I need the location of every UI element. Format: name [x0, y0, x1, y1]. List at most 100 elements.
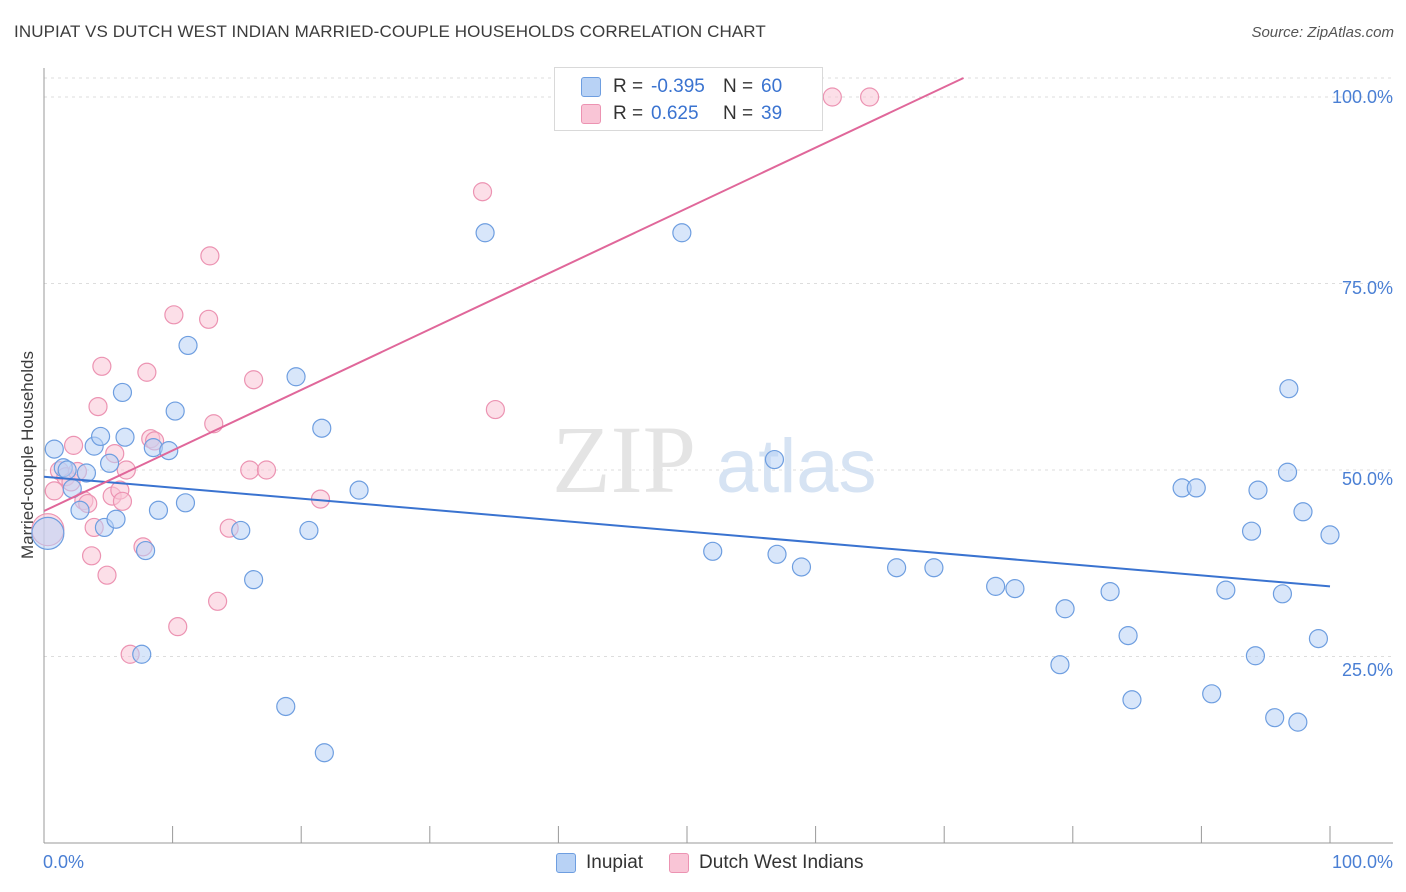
- point-dutch-west-indians: [112, 491, 133, 511]
- axes: [43, 68, 1393, 844]
- legend-row-inupiat: R = -0.395 N = 60: [581, 76, 782, 98]
- point-inupiat: [1122, 690, 1142, 710]
- point-inupiat: [1005, 579, 1025, 599]
- point-dutch-west-indians: [137, 362, 157, 382]
- point-inupiat: [286, 367, 306, 387]
- point-inupiat: [1265, 708, 1285, 728]
- point-inupiat: [312, 418, 332, 438]
- point-inupiat: [1277, 462, 1298, 482]
- point-inupiat: [70, 500, 90, 520]
- point-inupiat: [924, 558, 944, 578]
- point-inupiat: [986, 576, 1006, 596]
- correlation-legend: R = -0.395 N = 60 R = 0.625 N = 39: [554, 67, 823, 131]
- legend-swatch-pink: [581, 104, 601, 124]
- x-tick-max: 100.0%: [1331, 852, 1393, 872]
- point-dutch-west-indians: [208, 591, 228, 611]
- watermark-zip: ZIP: [552, 406, 696, 513]
- point-inupiat: [1118, 626, 1138, 646]
- point-inupiat: [1055, 599, 1075, 619]
- point-inupiat: [349, 480, 369, 500]
- y-tick-50: 50.0%: [1341, 469, 1393, 489]
- legend-r-value: -0.395: [651, 76, 705, 97]
- point-inupiat: [1279, 379, 1299, 399]
- point-inupiat: [135, 540, 156, 561]
- point-inupiat: [1202, 684, 1222, 704]
- point-dutch-west-indians: [244, 370, 264, 390]
- legend-r-label: R =: [613, 103, 644, 124]
- points-dutch-west-indians: [31, 87, 880, 664]
- point-inupiat: [764, 449, 785, 470]
- point-dutch-west-indians: [822, 87, 842, 107]
- legend-n-value: 39: [761, 103, 783, 124]
- point-inupiat: [90, 426, 111, 447]
- legend-n-label: N =: [723, 76, 754, 97]
- legend-r-label: R =: [613, 76, 644, 97]
- point-inupiat: [887, 558, 907, 578]
- trendline-dutch-west-indians: [43, 77, 964, 512]
- point-inupiat: [99, 453, 120, 473]
- point-inupiat: [165, 401, 185, 421]
- x-tick-min: 0.0%: [43, 852, 85, 872]
- chart-title: INUPIAT VS DUTCH WEST INDIAN MARRIED-COU…: [14, 22, 766, 41]
- point-inupiat: [112, 382, 133, 403]
- gridlines: [44, 77, 1393, 657]
- point-inupiat: [1216, 580, 1236, 600]
- legend-n-value: 60: [761, 76, 783, 97]
- legend-label-inupiat: Inupiat: [586, 852, 644, 873]
- trendline-inupiat: [43, 475, 1331, 588]
- point-inupiat: [791, 557, 812, 577]
- legend-row-dutch-west-indians: R = 0.625 N = 39: [581, 103, 782, 125]
- point-inupiat: [76, 463, 97, 483]
- point-inupiat: [106, 509, 126, 529]
- point-dutch-west-indians: [88, 396, 108, 417]
- legend-swatch-pink: [669, 853, 690, 873]
- point-dutch-west-indians: [81, 546, 102, 566]
- point-inupiat: [148, 500, 169, 520]
- point-dutch-west-indians: [97, 565, 117, 585]
- point-inupiat: [143, 438, 163, 458]
- points-inupiat: [31, 223, 1340, 763]
- legend-n-label: N =: [723, 103, 754, 124]
- point-dutch-west-indians: [92, 356, 112, 376]
- point-inupiat: [44, 439, 64, 459]
- point-inupiat: [314, 743, 334, 763]
- point-dutch-west-indians: [240, 460, 260, 480]
- point-inupiat: [475, 223, 495, 243]
- point-dutch-west-indians: [200, 246, 220, 266]
- point-inupiat: [1320, 525, 1340, 545]
- point-inupiat: [767, 544, 787, 564]
- point-inupiat: [1050, 655, 1070, 675]
- point-dutch-west-indians: [256, 460, 277, 480]
- legend-item-dutch-west-indians[interactable]: Dutch West Indians: [669, 852, 863, 874]
- point-inupiat: [703, 541, 723, 561]
- point-inupiat: [276, 696, 296, 717]
- point-dutch-west-indians: [485, 399, 505, 420]
- point-dutch-west-indians: [63, 435, 84, 455]
- y-tick-75: 75.0%: [1341, 278, 1393, 298]
- point-inupiat: [1288, 712, 1308, 732]
- y-tick-100: 100.0%: [1331, 87, 1393, 107]
- point-inupiat: [159, 441, 179, 461]
- series-legend: Inupiat Dutch West Indians: [556, 852, 889, 874]
- point-inupiat: [1293, 502, 1313, 522]
- watermark-atlas: atlas: [716, 424, 877, 509]
- point-dutch-west-indians: [164, 305, 184, 325]
- point-inupiat: [1241, 521, 1262, 541]
- point-inupiat: [175, 493, 196, 513]
- y-tick-25: 25.0%: [1341, 660, 1393, 680]
- legend-label-dutch-west-indians: Dutch West Indians: [699, 852, 864, 873]
- legend-item-inupiat[interactable]: Inupiat: [556, 852, 643, 874]
- point-inupiat: [132, 644, 152, 664]
- point-inupiat: [1186, 478, 1206, 498]
- trend-lines: [43, 77, 1331, 588]
- point-inupiat: [1245, 646, 1266, 666]
- point-inupiat: [1272, 584, 1293, 604]
- point-inupiat: [31, 516, 65, 551]
- point-inupiat: [299, 520, 319, 541]
- point-dutch-west-indians: [472, 182, 493, 202]
- point-dutch-west-indians: [860, 87, 880, 107]
- legend-swatch-blue: [556, 853, 576, 873]
- point-inupiat: [57, 460, 77, 480]
- point-inupiat: [244, 570, 264, 590]
